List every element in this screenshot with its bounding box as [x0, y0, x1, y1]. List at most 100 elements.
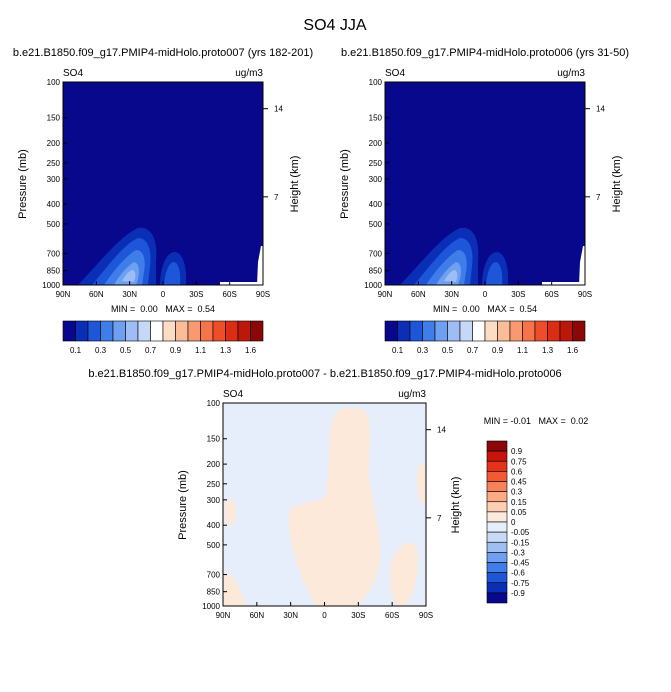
panel-1: b.e21.B1850.f09_g17.PMIP4-midHolo.proto0…	[13, 47, 313, 355]
panel-1-background-fill	[63, 82, 263, 285]
colorbar-swatch	[486, 511, 508, 523]
latitude-tick-label: 0	[322, 611, 327, 620]
colorbar-swatch	[112, 320, 126, 342]
colorbar-swatch	[486, 562, 508, 573]
pressure-tick-label: 1000	[42, 281, 60, 290]
pressure-tick-label: 200	[369, 139, 383, 148]
pressure-tick-label: 500	[207, 541, 221, 550]
pressure-tick-label: 700	[369, 250, 383, 259]
latitude-tick-label: 30N	[122, 290, 137, 299]
colorbar-swatch	[200, 320, 214, 342]
colorbar-swatch	[486, 501, 508, 513]
pressure-tick-label: 850	[207, 588, 221, 597]
panel-2-ylabel: Pressure (mb)	[339, 149, 351, 219]
pressure-tick-label: 400	[47, 200, 61, 209]
colorbar-label: 1.1	[517, 346, 529, 355]
colorbar-label: -0.05	[511, 528, 530, 537]
colorbar-label: 0.15	[511, 498, 527, 507]
panel-1-title: b.e21.B1850.f09_g17.PMIP4-midHolo.proto0…	[13, 47, 313, 59]
panel-1-ylabel-right: Height (km)	[289, 156, 301, 213]
latitude-tick-label: 60N	[89, 290, 104, 299]
panel-1-contour-2b	[164, 262, 181, 285]
latitude-tick-label: 30S	[511, 290, 525, 299]
colorbar-label: 1.3	[542, 346, 554, 355]
colorbar-swatch	[486, 491, 508, 503]
panel-1-axes: 100 150 200 250 300 400 500 700 850 1000 14 7 90N 60N…	[42, 78, 283, 299]
pressure-tick-label: 100	[47, 78, 61, 87]
colorbar-swatch	[150, 320, 164, 342]
colorbar-swatch	[137, 320, 151, 342]
panel-2-axes: 100 150 200 250 300 400 500 700 850 1000 14 7 90N 60N…	[364, 78, 605, 299]
colorbar-label: 0.7	[467, 346, 479, 355]
colorbar-swatch	[100, 320, 114, 342]
colorbar-swatch	[486, 450, 508, 462]
colorbar-swatch	[484, 320, 498, 342]
colorbar-swatch	[62, 320, 76, 342]
colorbar-swatch	[572, 320, 586, 342]
colorbar-label: -0.45	[511, 559, 530, 568]
latitude-tick-label: 60S	[385, 611, 399, 620]
panel-3-ylabel: Pressure (mb)	[177, 470, 189, 540]
colorbar-swatch	[212, 320, 226, 342]
panel-3-stats: MIN = -0.01 MAX = 0.02	[484, 416, 589, 426]
colorbar-label: 0.3	[417, 346, 429, 355]
pressure-tick-label: 150	[47, 114, 61, 123]
pressure-tick-label: 250	[47, 159, 61, 168]
height-tick-label: 7	[437, 514, 442, 523]
pressure-tick-label: 500	[369, 220, 383, 229]
colorbar-label: 0.75	[511, 457, 527, 466]
pressure-tick-label: 700	[207, 571, 221, 580]
latitude-tick-label: 90N	[378, 290, 393, 299]
panel-3-positive-region-south	[389, 543, 419, 606]
latitude-tick-label: 30S	[351, 611, 365, 620]
colorbar-swatch	[486, 460, 508, 472]
colorbar-swatch	[486, 531, 508, 543]
panel-1-missing-strip	[220, 282, 263, 285]
latitude-tick-label: 90S	[256, 290, 270, 299]
colorbar-swatch	[225, 320, 239, 342]
panel-2-field	[385, 82, 585, 285]
pressure-tick-label: 300	[369, 175, 383, 184]
pressure-tick-label: 700	[47, 250, 61, 259]
colorbar-label: 0.9	[492, 346, 504, 355]
colorbar-swatch	[447, 320, 461, 342]
latitude-tick-label: 30S	[189, 290, 203, 299]
colorbar-swatch	[459, 320, 473, 342]
colorbar-label: 0.3	[511, 488, 523, 497]
colorbar-label: 0.1	[392, 346, 404, 355]
panel-2: b.e21.B1850.f09_g17.PMIP4-midHolo.proto0…	[339, 47, 629, 355]
pressure-tick-label: 250	[207, 480, 221, 489]
height-tick-label: 7	[596, 193, 601, 202]
pressure-tick-label: 1000	[364, 281, 382, 290]
colorbar-swatch	[422, 320, 436, 342]
colorbar-label: 0.5	[442, 346, 454, 355]
latitude-tick-label: 60N	[411, 290, 426, 299]
colorbar-label: 1.3	[220, 346, 232, 355]
panel-3-positive-region-upper-left	[224, 499, 236, 527]
colorbar-swatch	[547, 320, 561, 342]
latitude-tick-label: 30N	[444, 290, 459, 299]
panel-2-variable-label: SO4	[385, 68, 405, 79]
pressure-tick-label: 200	[207, 460, 221, 469]
colorbar-swatch	[409, 320, 423, 342]
latitude-tick-label: 90S	[578, 290, 592, 299]
colorbar-swatch	[237, 320, 251, 342]
pressure-tick-label: 150	[207, 435, 221, 444]
colorbar-label: 1.6	[245, 346, 257, 355]
panel-2-contour-2b	[486, 262, 503, 285]
panel-1-stats: MIN = 0.00 MAX = 0.54	[111, 304, 215, 314]
latitude-tick-label: 0	[161, 290, 166, 299]
colorbar-swatch	[486, 582, 508, 594]
colorbar-swatch	[486, 481, 508, 492]
colorbar-swatch	[75, 320, 89, 342]
colorbar-label: 0	[511, 518, 516, 527]
panel-1-units-label: ug/m3	[235, 68, 263, 79]
colorbar-label: 0.6	[511, 467, 523, 476]
colorbar-label: 0.1	[70, 346, 82, 355]
panel-2-missing-corner	[579, 246, 585, 285]
pressure-tick-label: 100	[207, 399, 221, 408]
colorbar-swatch	[559, 320, 573, 342]
colorbar-label: -0.75	[511, 579, 530, 588]
colorbar-swatch	[486, 521, 508, 533]
colorbar-swatch	[472, 320, 486, 342]
